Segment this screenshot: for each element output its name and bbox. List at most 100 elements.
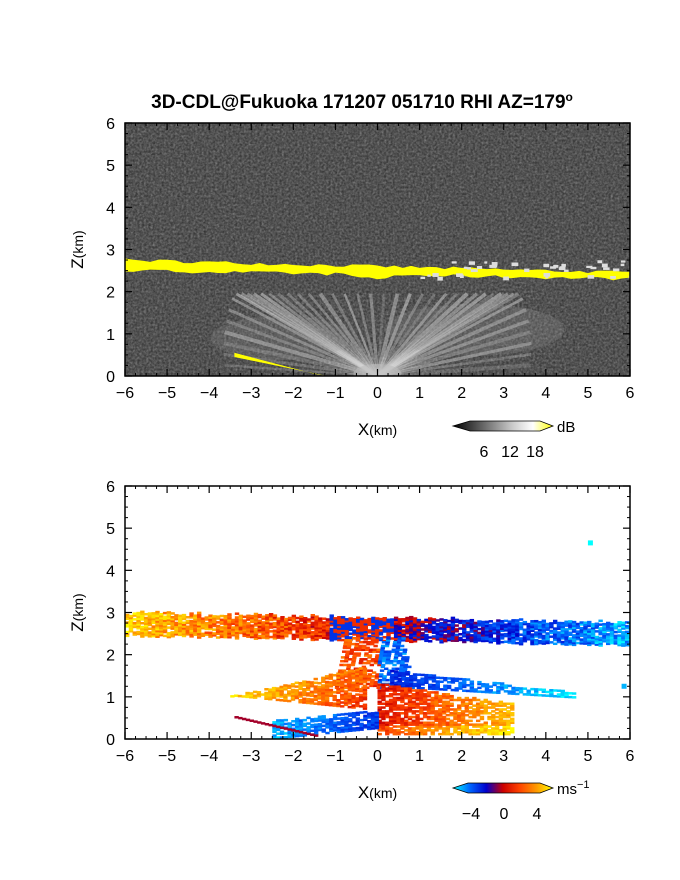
- velocity-layer-cell: [405, 626, 410, 629]
- velocity-fan-cell: [419, 698, 424, 702]
- velocity-fan-cell: [426, 710, 432, 713]
- velocity-fan-cell: [469, 680, 475, 683]
- velocity-fan-cell: [435, 685, 440, 689]
- velocity-layer-cell: [268, 616, 274, 620]
- velocity-fan-cell: [446, 680, 452, 684]
- velocity-fan-cell: [415, 704, 420, 707]
- velocity-layer-cell: [212, 624, 217, 628]
- velocity-layer-cell: [537, 630, 543, 633]
- velocity-layer-cell: [140, 610, 145, 614]
- velocity-plume-cell: [391, 667, 396, 671]
- velocity-fan-cell: [366, 716, 372, 719]
- velocity-fan-cell: [453, 708, 458, 711]
- velocity-layer-cell: [238, 627, 244, 631]
- x-tick-label: −1: [326, 748, 344, 765]
- velocity-plume-cell: [342, 646, 348, 650]
- velocity-layer-cell: [401, 623, 406, 627]
- velocity-layer-cell: [246, 625, 251, 629]
- velocity-fan-cell: [336, 717, 342, 720]
- velocity-fan-cell: [434, 710, 439, 713]
- velocity-layer-cell: [412, 621, 418, 624]
- velocity-layer-cell: [185, 616, 190, 619]
- y-tick-label: 4: [106, 200, 115, 217]
- velocity-fan-cell: [381, 691, 386, 694]
- beam-echo: [231, 297, 379, 376]
- velocity-plume-cell: [366, 661, 371, 665]
- velocity-fan-cell: [449, 723, 454, 726]
- velocity-clutter-cell: [276, 725, 281, 729]
- velocity-layer-cell: [518, 627, 524, 631]
- velocity-fan-cell: [370, 725, 376, 728]
- velocity-plume-cell: [366, 640, 371, 644]
- velocity-layer-cell: [125, 625, 130, 628]
- velocity-layer-cell: [155, 629, 160, 633]
- velocity-layer-cell: [587, 622, 592, 626]
- velocity-fan-cell: [340, 728, 345, 731]
- velocity-fan-cell: [374, 711, 379, 715]
- velocity-fan-cell: [407, 723, 413, 726]
- y-tick-label: 5: [106, 521, 115, 538]
- velocity-fan-cell: [484, 683, 490, 686]
- velocity-layer-cell: [416, 628, 422, 631]
- velocity-layer-cell: [147, 621, 153, 625]
- velocity-plume-cell: [373, 644, 378, 648]
- velocity-layer-cell: [602, 626, 607, 630]
- velocity-plume-cell: [401, 658, 406, 661]
- velocity-fan-cell: [445, 694, 451, 698]
- velocity-layer-cell: [170, 612, 175, 615]
- velocity-fan-cell: [359, 724, 364, 728]
- velocity-plume-cell: [395, 648, 400, 652]
- velocity-layer-cell: [405, 620, 410, 624]
- velocity-fan-cell: [355, 697, 360, 700]
- velocity-layer-cell: [537, 641, 543, 645]
- velocity-fan-cell: [479, 706, 485, 709]
- velocity-layer-cell: [272, 625, 278, 629]
- velocity-fan-cell: [347, 694, 353, 697]
- velocity-fan-cell: [507, 690, 512, 693]
- velocity-plume-cell: [381, 678, 387, 682]
- velocity-layer-cell: [329, 635, 334, 638]
- velocity-layer-cell: [159, 616, 164, 620]
- velocity-fan-cell: [464, 713, 469, 717]
- velocity-fan-cell: [464, 702, 469, 706]
- reflectivity-plot-frame: [124, 122, 631, 377]
- velocity-layer-cell: [530, 625, 535, 629]
- velocity-layer-cell: [477, 637, 482, 640]
- velocity-fan-cell: [362, 694, 368, 697]
- velocity-fan-cell: [405, 682, 410, 685]
- velocity-layer-cell: [178, 627, 183, 631]
- velocity-fan-cell: [271, 692, 277, 696]
- velocity-fan-cell: [499, 684, 505, 687]
- velocity-layer-cell: [518, 633, 524, 636]
- velocity-fan-cell: [392, 712, 398, 715]
- velocity-fan-cell: [479, 727, 485, 730]
- velocity-fan-cell: [400, 723, 405, 726]
- velocity-fan-cell: [302, 688, 307, 691]
- velocity-ylabel: Z(km): [68, 593, 87, 631]
- velocity-fan-cell: [336, 702, 341, 706]
- velocity-fan-cell: [506, 727, 511, 730]
- velocity-plume-cell: [375, 654, 380, 657]
- velocity-layer-cell: [488, 625, 493, 629]
- velocity-layer-cell: [397, 629, 403, 633]
- velocity-layer-cell: [276, 619, 281, 622]
- velocity-layer-cell: [287, 622, 293, 625]
- velocity-fan-cell: [313, 687, 318, 690]
- velocity-fan-cell: [438, 713, 443, 717]
- velocity-fan-cell: [321, 701, 326, 704]
- velocity-plume-cell: [376, 650, 381, 653]
- velocity-layer-cell: [189, 627, 194, 631]
- velocity-layer-cell: [530, 635, 535, 638]
- velocity-layer-cell: [564, 631, 569, 635]
- velocity-fan-cell: [355, 723, 361, 726]
- velocity-fan-cell: [468, 706, 473, 709]
- velocity-layer-cell: [556, 636, 562, 640]
- velocity-layer-cell: [227, 620, 232, 624]
- velocity-fan-cell: [400, 698, 405, 702]
- velocity-fan-cell: [377, 693, 382, 696]
- velocity-layer-cell: [583, 638, 588, 642]
- velocity-fan-cell: [321, 693, 326, 697]
- velocity-fan-cell: [359, 711, 364, 714]
- velocity-fan-cell: [332, 673, 337, 677]
- velocity-fan-cell: [415, 710, 420, 713]
